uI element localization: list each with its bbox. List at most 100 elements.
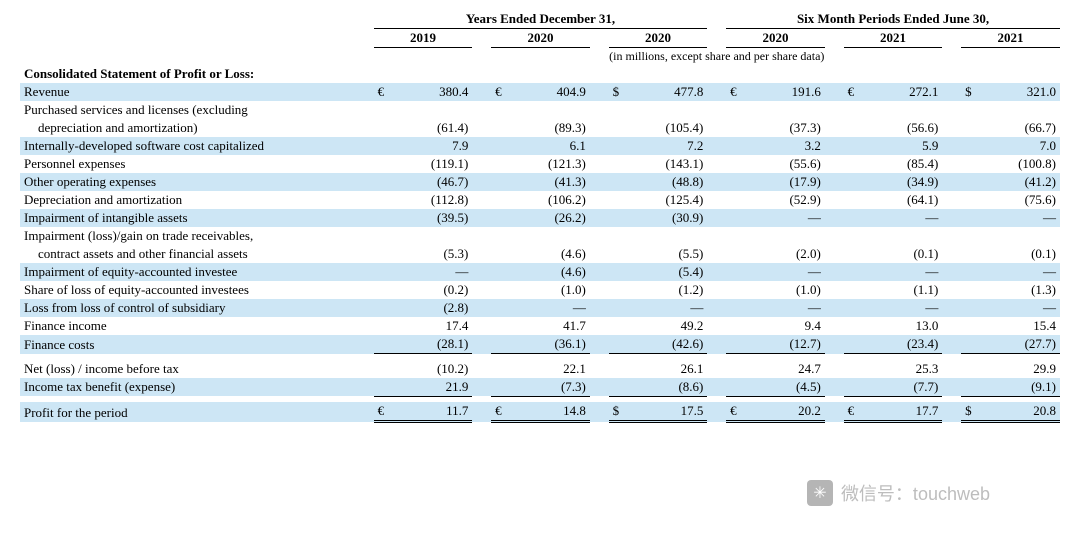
currency-symbol — [374, 299, 395, 317]
cell-value: — — [747, 263, 825, 281]
currency-symbol: € — [726, 83, 747, 101]
currency-symbol: € — [844, 83, 865, 101]
cell-value: 14.8 — [512, 402, 590, 422]
currency-symbol — [844, 245, 865, 263]
currency-symbol — [609, 209, 630, 227]
section-title: Consolidated Statement of Profit or Loss… — [20, 65, 1060, 83]
cell-value: (12.7) — [747, 335, 825, 354]
cell-value: (17.9) — [747, 173, 825, 191]
currency-symbol — [374, 209, 395, 227]
cell-value: (0.2) — [394, 281, 472, 299]
currency-symbol — [374, 155, 395, 173]
cell-value: 404.9 — [512, 83, 590, 101]
year-col: 2020 — [726, 29, 825, 48]
cell-value: (89.3) — [512, 119, 590, 137]
cell-value: (7.3) — [512, 378, 590, 397]
row-label: Share of loss of equity-accounted invest… — [20, 281, 374, 299]
currency-symbol — [726, 119, 747, 137]
currency-symbol — [609, 317, 630, 335]
currency-symbol — [491, 317, 512, 335]
row-label: Personnel expenses — [20, 155, 374, 173]
row-label: Purchased services and licenses (excludi… — [20, 101, 374, 119]
cell-value: — — [394, 263, 472, 281]
cell-value: — — [864, 299, 942, 317]
currency-symbol — [491, 263, 512, 281]
currency-symbol — [491, 360, 512, 378]
table-row: Finance costs(28.1)(36.1)(42.6)(12.7)(23… — [20, 335, 1060, 354]
currency-symbol — [844, 335, 865, 354]
currency-symbol — [491, 137, 512, 155]
currency-symbol — [961, 317, 982, 335]
currency-symbol — [374, 281, 395, 299]
cell-value: 17.5 — [629, 402, 707, 422]
currency-symbol — [609, 155, 630, 173]
cell-value: 7.2 — [629, 137, 707, 155]
cell-value: 17.7 — [864, 402, 942, 422]
cell-value: (39.5) — [394, 209, 472, 227]
currency-symbol — [844, 137, 865, 155]
cell-value: (75.6) — [982, 191, 1060, 209]
currency-symbol — [609, 360, 630, 378]
row-label: Revenue — [20, 83, 374, 101]
cell-value: (36.1) — [512, 335, 590, 354]
row-label-cont: depreciation and amortization) — [20, 119, 374, 137]
cell-value: (61.4) — [394, 119, 472, 137]
currency-symbol: € — [374, 83, 395, 101]
cell-value: 25.3 — [864, 360, 942, 378]
cell-value: (100.8) — [982, 155, 1060, 173]
currency-symbol — [844, 378, 865, 397]
cell-value: (1.0) — [512, 281, 590, 299]
cell-value: 22.1 — [512, 360, 590, 378]
cell-value: (46.7) — [394, 173, 472, 191]
currency-symbol — [961, 360, 982, 378]
cell-value: (66.7) — [982, 119, 1060, 137]
year-col: 2021 — [844, 29, 943, 48]
currency-symbol — [844, 317, 865, 335]
table-row: Net (loss) / income before tax(10.2)22.1… — [20, 360, 1060, 378]
cell-value: 7.9 — [394, 137, 472, 155]
table-row: Impairment of intangible assets(39.5)(26… — [20, 209, 1060, 227]
year-col: 2019 — [374, 29, 473, 48]
currency-symbol — [726, 335, 747, 354]
row-label: Finance income — [20, 317, 374, 335]
currency-symbol — [726, 173, 747, 191]
cell-value: 17.4 — [394, 317, 472, 335]
currency-symbol — [374, 317, 395, 335]
currency-symbol — [374, 378, 395, 397]
table-row: Income tax benefit (expense)21.9(7.3)(8.… — [20, 378, 1060, 397]
cell-value: (4.6) — [512, 263, 590, 281]
currency-symbol: $ — [961, 83, 982, 101]
cell-value: (5.3) — [394, 245, 472, 263]
table-row: Depreciation and amortization(112.8)(106… — [20, 191, 1060, 209]
financial-statement-table: Years Ended December 31, Six Month Perio… — [20, 10, 1060, 423]
cell-value: 41.7 — [512, 317, 590, 335]
cell-value: (52.9) — [747, 191, 825, 209]
currency-symbol — [374, 119, 395, 137]
currency-symbol — [961, 173, 982, 191]
currency-symbol — [726, 263, 747, 281]
cell-value: (64.1) — [864, 191, 942, 209]
currency-symbol — [726, 209, 747, 227]
currency-symbol — [374, 137, 395, 155]
currency-symbol — [374, 263, 395, 281]
cell-value: (1.3) — [982, 281, 1060, 299]
row-label: Impairment of intangible assets — [20, 209, 374, 227]
currency-symbol — [961, 245, 982, 263]
currency-symbol — [491, 281, 512, 299]
currency-symbol — [726, 281, 747, 299]
cell-value: (42.6) — [629, 335, 707, 354]
cell-value: (0.1) — [982, 245, 1060, 263]
currency-symbol — [961, 155, 982, 173]
cell-value: (30.9) — [629, 209, 707, 227]
row-label: Impairment of equity-accounted investee — [20, 263, 374, 281]
currency-symbol — [491, 209, 512, 227]
currency-symbol: $ — [961, 402, 982, 422]
currency-symbol — [491, 245, 512, 263]
row-label: Net (loss) / income before tax — [20, 360, 374, 378]
cell-value: 20.2 — [747, 402, 825, 422]
currency-symbol — [961, 378, 982, 397]
currency-symbol — [961, 191, 982, 209]
currency-symbol — [844, 209, 865, 227]
cell-value: 49.2 — [629, 317, 707, 335]
cell-value: 6.1 — [512, 137, 590, 155]
